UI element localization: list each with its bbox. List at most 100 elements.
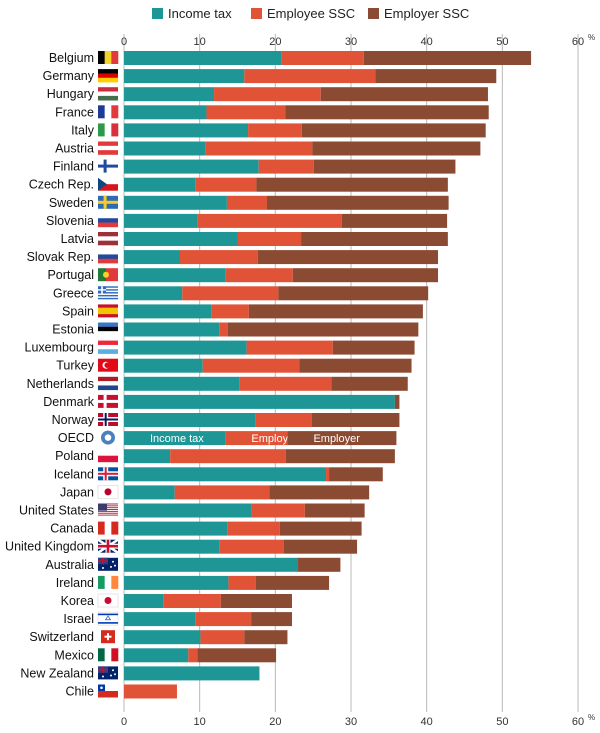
flag-16 <box>98 340 118 354</box>
bar-1-8 <box>226 195 268 210</box>
bar-0-14 <box>124 304 212 319</box>
flag-7 <box>98 177 118 191</box>
country-label-23: Iceland <box>54 467 94 481</box>
bar-0-5 <box>124 141 206 156</box>
country-label-10: Latvia <box>61 232 94 246</box>
flag-2 <box>98 87 118 101</box>
tick-top-30: 30 <box>345 36 357 48</box>
x-axis-bottom: 0 10 20 30 40 50 60% <box>121 713 595 728</box>
bar-2-7 <box>256 177 448 192</box>
bar-1-10 <box>237 232 302 246</box>
bar-2-28 <box>298 557 341 572</box>
flag-9 <box>98 213 118 228</box>
country-label-15: Estonia <box>52 323 94 337</box>
unit-top: % <box>588 33 595 42</box>
flag-20 <box>98 413 118 426</box>
country-label-5: Austria <box>55 142 94 156</box>
bar-1-31 <box>195 612 252 627</box>
country-label-27: United Kingdom <box>5 540 94 554</box>
bar-2-25 <box>304 503 365 518</box>
bar-1-32 <box>200 630 245 645</box>
bar-1-30 <box>163 594 221 608</box>
country-label-11: Slovak Rep. <box>27 250 94 264</box>
bar-0-20 <box>124 413 256 427</box>
country-label-17: Turkey <box>56 359 94 373</box>
bar-0-33 <box>124 648 189 663</box>
bar-0-12 <box>124 268 226 283</box>
bar-2-4 <box>301 123 486 138</box>
tick-bottom-40: 40 <box>421 716 433 728</box>
bar-label-2-21: Employer <box>313 433 360 445</box>
bar-1-14 <box>211 304 249 319</box>
tick-top-40: 40 <box>421 36 433 48</box>
flag-18 <box>98 376 118 391</box>
tick-bottom-50: 50 <box>496 716 508 728</box>
bar-0-1 <box>124 69 245 84</box>
bar-0-25 <box>124 503 252 518</box>
flag-12 <box>98 268 118 282</box>
bar-1-2 <box>214 87 321 102</box>
bar-0-16 <box>124 340 247 355</box>
tick-top-0: 0 <box>121 36 127 48</box>
country-label-2: Hungary <box>47 87 95 101</box>
bar-2-32 <box>244 630 288 645</box>
country-label-35: Chile <box>66 685 95 699</box>
bar-1-6 <box>258 159 314 174</box>
flag-1 <box>98 69 118 83</box>
bar-1-24 <box>174 485 270 500</box>
bar-0-34 <box>124 666 260 681</box>
bar-2-19 <box>394 394 400 409</box>
bar-2-26 <box>279 521 362 536</box>
country-label-3: France <box>55 105 94 119</box>
country-label-25: United States <box>19 504 94 518</box>
flag-27 <box>97 538 119 554</box>
country-label-6: Finland <box>53 160 94 174</box>
bar-1-17 <box>202 358 300 373</box>
bar-0-4 <box>124 123 249 138</box>
flag-13 <box>98 286 118 300</box>
tick-bottom-20: 20 <box>269 716 281 728</box>
country-label-0: Belgium <box>49 51 94 65</box>
flag-23 <box>98 467 118 481</box>
bar-0-22 <box>124 449 171 464</box>
country-label-31: Israel <box>63 612 94 626</box>
country-label-29: Ireland <box>56 576 94 590</box>
flag-6 <box>98 159 118 173</box>
bar-1-27 <box>219 539 284 554</box>
bar-2-10 <box>301 232 448 246</box>
bar-0-21 <box>124 431 226 446</box>
bar-2-13 <box>278 286 429 301</box>
tick-bottom-60: 60 <box>572 716 584 728</box>
bar-1-3 <box>206 105 286 120</box>
bar-0-7 <box>124 177 196 192</box>
flag-3 <box>98 105 119 119</box>
bar-2-12 <box>292 268 439 283</box>
bar-2-20 <box>311 413 400 427</box>
bar-2-11 <box>257 250 439 265</box>
country-label-24: Japan <box>60 485 94 499</box>
flag-4 <box>98 123 119 137</box>
bar-2-5 <box>312 141 481 156</box>
flag-32 <box>101 630 115 644</box>
flags <box>97 51 119 698</box>
bar-2-33 <box>197 648 277 663</box>
tick-top-50: 50 <box>496 36 508 48</box>
legend-label-0: Income tax <box>168 6 232 21</box>
flag-5 <box>98 141 118 155</box>
bar-2-9 <box>341 213 448 228</box>
bar-0-18 <box>124 376 240 391</box>
tick-top-60: 60 <box>572 36 584 48</box>
bar-0-26 <box>124 521 228 536</box>
bar-2-6 <box>313 159 456 174</box>
bar-0-6 <box>124 159 259 174</box>
flag-28 <box>98 557 118 571</box>
tick-bottom-0: 0 <box>121 716 127 728</box>
flag-8 <box>98 195 118 209</box>
flag-26 <box>98 521 119 535</box>
bar-0-13 <box>124 286 183 301</box>
bar-1-21 <box>225 431 288 446</box>
bar-1-0 <box>281 51 364 65</box>
bar-2-3 <box>285 105 489 120</box>
country-label-1: Germany <box>43 69 95 83</box>
flag-17 <box>98 358 118 372</box>
